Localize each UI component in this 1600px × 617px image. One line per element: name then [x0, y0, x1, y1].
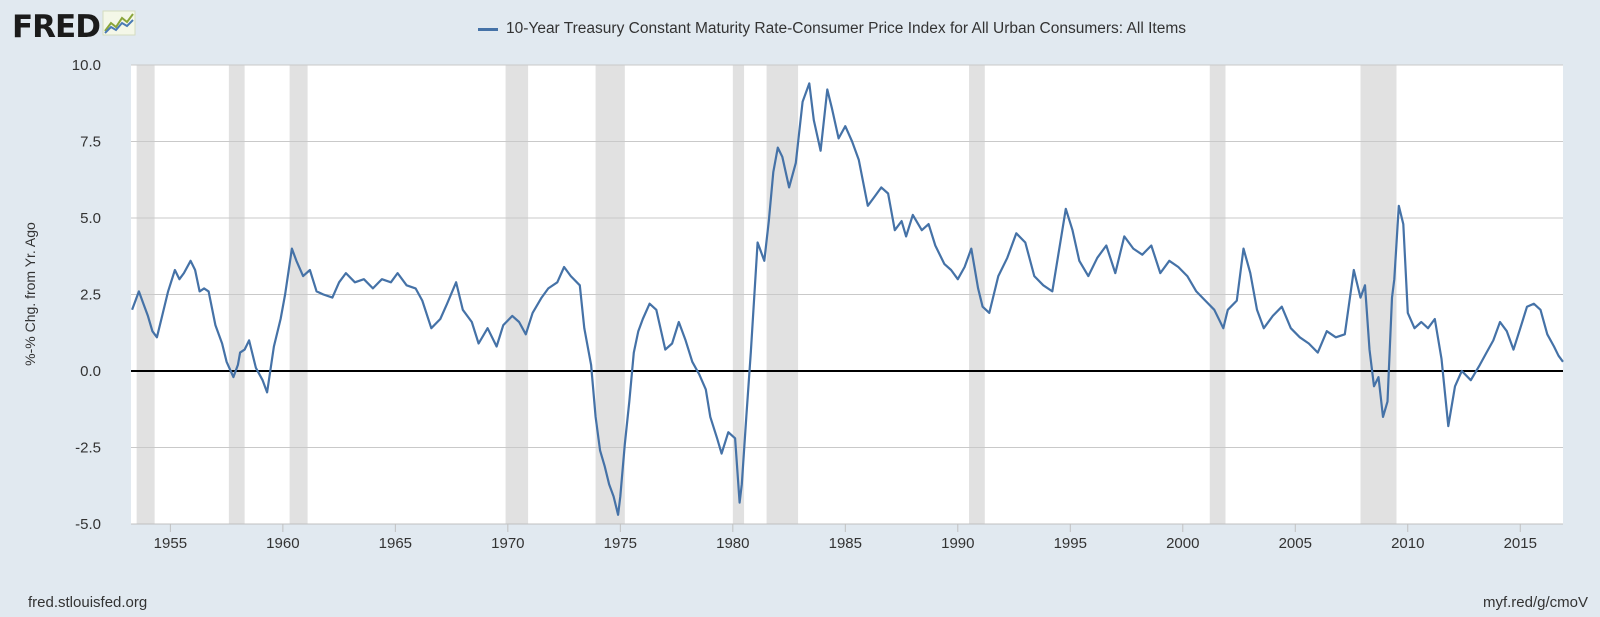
- x-tick-label: 1985: [829, 535, 862, 552]
- x-tick-label: 1980: [716, 535, 749, 552]
- line-chart-icon: [102, 10, 136, 41]
- y-tick-label: 0.0: [80, 363, 101, 380]
- x-axis-ticks: 1955 1960 1965 1970 1975 1980 1985 1990 1995 2000…: [131, 523, 1563, 552]
- x-tick-label: 2010: [1391, 535, 1424, 552]
- x-tick-label: 1990: [941, 535, 974, 552]
- x-tick-label: 1995: [1054, 535, 1087, 552]
- legend-label: 10-Year Treasury Constant Maturity Rate-…: [506, 20, 1186, 37]
- gridlines: [131, 64, 1563, 525]
- fred-logo-text: FRED: [12, 9, 101, 45]
- series-layer: [131, 82, 1564, 516]
- y-axis-label: %-% Chg. from Yr. Ago: [22, 222, 38, 366]
- y-tick-label: -5.0: [75, 516, 101, 533]
- x-tick-label: 1955: [154, 535, 187, 552]
- x-tick-label: 2005: [1279, 535, 1312, 552]
- short-link[interactable]: myf.red/g/cmoV: [1482, 594, 1588, 611]
- series-line[interactable]: [131, 82, 1564, 516]
- y-tick-label: 5.0: [80, 210, 101, 227]
- x-tick-label: 2000: [1166, 535, 1199, 552]
- y-tick-label: -2.5: [75, 440, 101, 457]
- x-tick-label: 1965: [379, 535, 412, 552]
- y-tick-label: 7.5: [80, 134, 101, 151]
- x-tick-label: 1970: [491, 535, 524, 552]
- x-tick-label: 1975: [604, 535, 637, 552]
- y-tick-label: 10.0: [72, 57, 101, 74]
- x-tick-label: 2015: [1504, 535, 1537, 552]
- chart-legend[interactable]: 10-Year Treasury Constant Maturity Rate-…: [478, 20, 1186, 38]
- legend-swatch: [478, 27, 498, 31]
- y-tick-label: 2.5: [80, 287, 101, 304]
- x-tick-label: 1960: [266, 535, 299, 552]
- fred-logo[interactable]: FRED: [12, 10, 136, 43]
- source-url[interactable]: fred.stlouisfed.org: [28, 594, 148, 611]
- y-axis-ticks: -5.0 -2.5 0.0 2.5 5.0 7.5 10.0: [72, 57, 101, 533]
